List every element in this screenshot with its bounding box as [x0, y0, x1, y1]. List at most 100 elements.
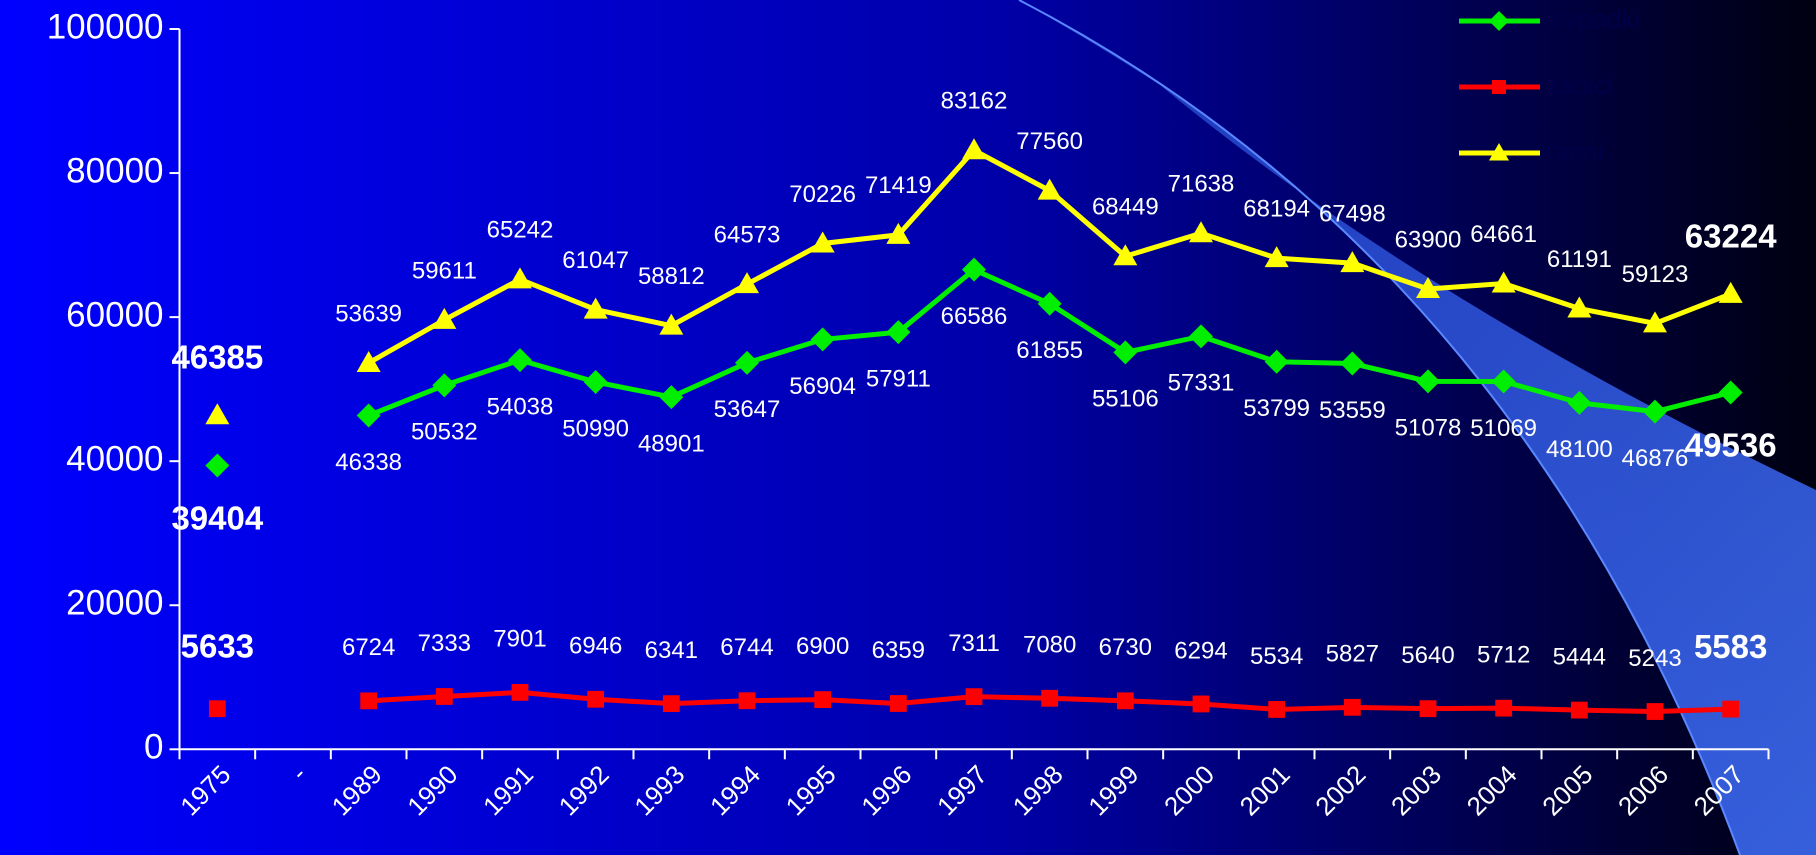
data-label: 83162: [941, 88, 1008, 115]
data-label: 65242: [487, 217, 554, 244]
point: [1189, 221, 1213, 243]
point: [1491, 369, 1516, 394]
data-label: 39404: [171, 499, 263, 536]
data-label: 5583: [1694, 628, 1767, 665]
data-label: 6946: [569, 633, 622, 660]
data-label: 57331: [1168, 370, 1235, 397]
point: [508, 348, 532, 373]
data-label: 5633: [181, 628, 254, 665]
data-label: 7333: [418, 630, 471, 657]
point: [1495, 699, 1513, 717]
point: [889, 695, 907, 712]
data-label: 48901: [638, 430, 705, 457]
point: [659, 313, 684, 335]
point: [735, 272, 759, 294]
y-tick-label: 20000: [66, 583, 163, 622]
data-label: 67498: [1319, 200, 1386, 227]
point: [1416, 277, 1440, 299]
swoosh: [1019, 0, 1816, 855]
point: [1343, 698, 1361, 716]
swoosh-edge: [1018, 0, 1741, 855]
y-tick-label: 0: [144, 728, 163, 767]
point: [1113, 340, 1138, 365]
legend-marker: [1489, 11, 1509, 31]
y-tick-label: 80000: [66, 151, 163, 190]
data-label: 64661: [1470, 221, 1537, 248]
point: [965, 688, 983, 706]
data-label: 53559: [1319, 397, 1386, 424]
data-label: 61855: [1016, 337, 1083, 364]
point: [1116, 692, 1134, 710]
point: [814, 691, 832, 708]
point: [1722, 700, 1740, 718]
point: [1567, 390, 1592, 415]
point: [435, 688, 453, 705]
data-label: 7080: [1023, 632, 1076, 659]
y-tick-label: 40000: [66, 439, 163, 478]
point: [962, 138, 986, 160]
point: [1192, 695, 1210, 713]
data-label: 63224: [1685, 217, 1777, 254]
legend-label: ranni: [1546, 136, 1604, 166]
data-label: 68449: [1092, 194, 1159, 221]
data-label: 53799: [1243, 395, 1310, 422]
point: [886, 320, 911, 345]
point: [583, 370, 608, 395]
data-label: 63900: [1395, 226, 1462, 253]
point: [735, 350, 759, 375]
point: [356, 403, 381, 428]
legend-marker: [1492, 80, 1506, 94]
point: [208, 700, 226, 718]
point: [1037, 291, 1062, 316]
data-label: 6341: [645, 637, 698, 664]
data-label: 46385: [171, 339, 263, 376]
y-tick-label: 100000: [47, 7, 164, 46]
point: [1264, 349, 1289, 374]
point: [810, 231, 835, 253]
point: [205, 453, 230, 478]
legend-marker: [1489, 143, 1509, 161]
point: [1718, 281, 1743, 303]
point: [662, 695, 680, 713]
point: [1189, 324, 1213, 349]
point: [1416, 369, 1440, 394]
data-label: 68194: [1243, 195, 1310, 222]
data-label: 56904: [789, 373, 856, 400]
point: [432, 307, 457, 329]
data-label: 5827: [1326, 641, 1379, 668]
point: [511, 683, 529, 701]
point: [1718, 380, 1743, 405]
data-label: 5444: [1553, 643, 1606, 670]
point: [583, 297, 608, 319]
data-label: 7311: [948, 630, 1000, 657]
data-label: 5534: [1250, 643, 1303, 670]
point: [587, 690, 605, 708]
point: [1646, 703, 1664, 720]
point: [810, 327, 835, 352]
data-label: 50532: [411, 419, 478, 446]
point: [1264, 246, 1289, 268]
data-label: 59123: [1622, 261, 1689, 288]
data-label: 5712: [1477, 642, 1530, 669]
data-label: 57911: [866, 366, 931, 393]
point: [1113, 244, 1138, 266]
y-tick-label: 60000: [66, 295, 163, 334]
data-label: 6730: [1099, 634, 1152, 661]
point: [1419, 700, 1437, 718]
data-label: 6294: [1174, 637, 1227, 664]
point: [1570, 701, 1588, 719]
point: [1491, 271, 1516, 293]
point: [1643, 311, 1667, 333]
point: [508, 267, 532, 289]
data-label: 71419: [865, 172, 932, 199]
point: [886, 222, 911, 244]
point: [962, 257, 986, 282]
data-label: 51078: [1395, 415, 1462, 442]
point: [205, 403, 230, 425]
data-label: 6744: [720, 634, 773, 661]
point: [659, 385, 684, 410]
data-label: 71638: [1168, 171, 1235, 198]
point: [360, 692, 378, 710]
